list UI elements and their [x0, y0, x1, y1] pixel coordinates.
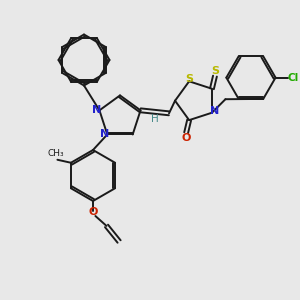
Text: S: S	[185, 74, 193, 84]
Text: O: O	[88, 207, 98, 218]
Text: Cl: Cl	[288, 73, 299, 82]
Text: H: H	[151, 114, 159, 124]
Text: CH₃: CH₃	[48, 148, 64, 158]
Text: N: N	[100, 130, 110, 140]
Text: N: N	[92, 105, 101, 115]
Text: S: S	[211, 66, 219, 76]
Text: O: O	[182, 133, 191, 143]
Text: N: N	[210, 106, 220, 116]
